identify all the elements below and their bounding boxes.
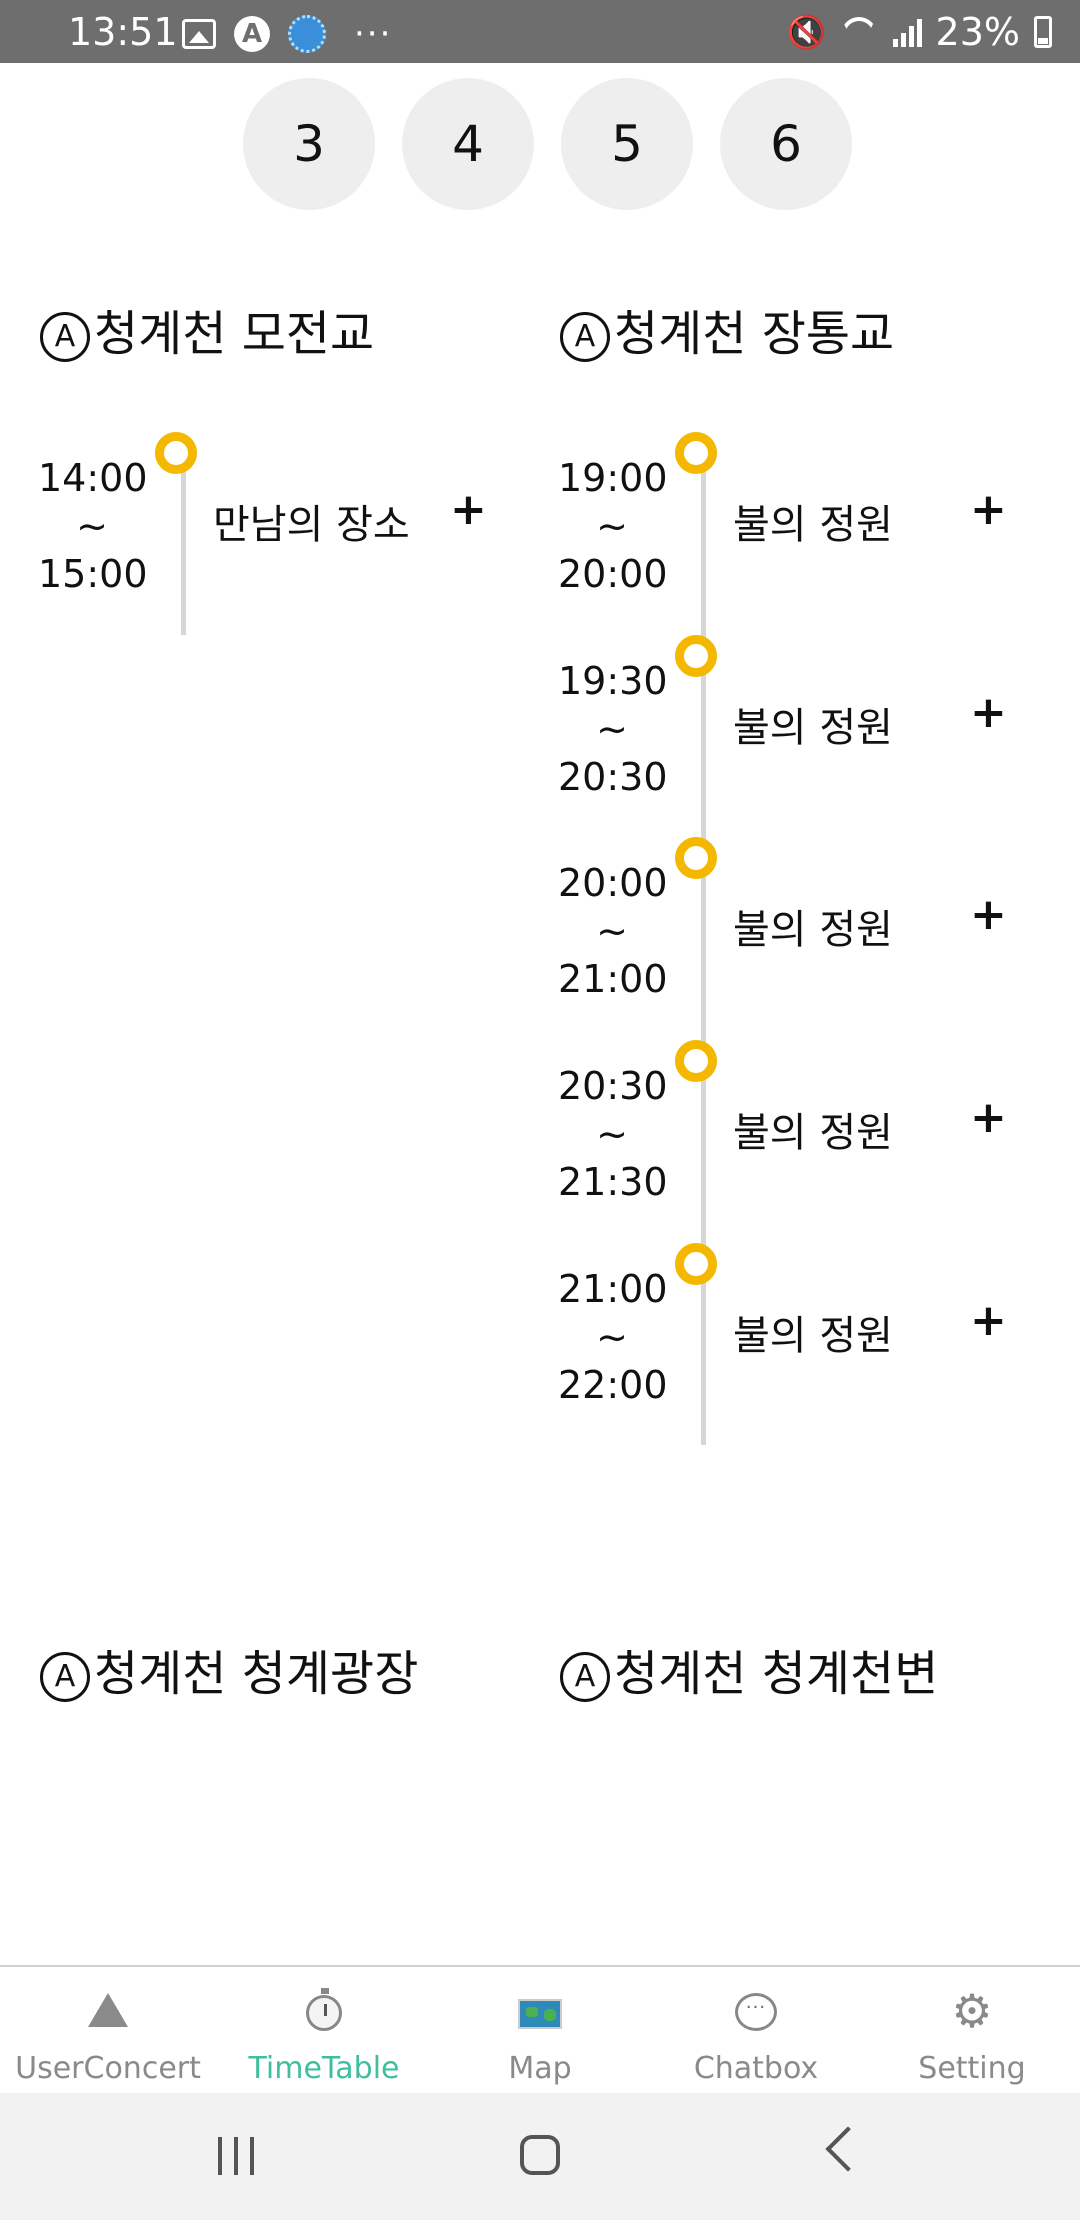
timeline-entry: 20:30 ~21:30 불의 정원 + bbox=[558, 1040, 1028, 1243]
circle-a-icon: A bbox=[40, 312, 90, 362]
add-event-button[interactable]: + bbox=[970, 687, 1007, 738]
nav-label: Setting bbox=[918, 2051, 1026, 2086]
timeline-dot-icon bbox=[155, 432, 197, 474]
circle-a-icon: A bbox=[40, 1652, 90, 1702]
stage-name: 청계천 청계광장 bbox=[94, 1646, 419, 1702]
event-time: 14:00 ~15:00 bbox=[38, 456, 148, 596]
signal-icon bbox=[892, 17, 922, 47]
add-event-button[interactable]: + bbox=[450, 484, 487, 535]
event-time: 20:30 ~21:30 bbox=[558, 1064, 668, 1204]
stage-title-cheonggye-plaza: A 청계천 청계광장 bbox=[40, 1634, 418, 1704]
mascot-icon bbox=[288, 15, 326, 53]
triangle-icon bbox=[86, 1989, 130, 2033]
event-title[interactable]: 불의 정원 bbox=[733, 1110, 893, 1156]
event-title[interactable]: 불의 정원 bbox=[733, 907, 893, 953]
stage-title-mojeongyo: A 청계천 모전교 bbox=[40, 294, 374, 364]
stage-name: 청계천 장통교 bbox=[614, 306, 895, 362]
timeline-dot-icon bbox=[675, 635, 717, 677]
stopwatch-icon bbox=[302, 1988, 346, 2033]
more-icon: ··· bbox=[354, 14, 393, 54]
event-time: 21:00 ~22:00 bbox=[558, 1267, 668, 1407]
stage-title-cheonggye-stream: A 청계천 청계천변 bbox=[560, 1634, 938, 1704]
add-event-button[interactable]: + bbox=[970, 1295, 1007, 1346]
timeline-entry: 14:00 ~15:00 만남의 장소 + bbox=[38, 432, 508, 635]
nav-label: Chatbox bbox=[693, 2051, 819, 2086]
system-navigation-bar bbox=[0, 2093, 1080, 2220]
battery-percent: 23% bbox=[935, 10, 1020, 54]
bottom-navigation: UserConcert TimeTable Map ··· Chatbox ⚙ … bbox=[0, 1965, 1080, 2095]
add-event-button[interactable]: + bbox=[970, 889, 1007, 940]
image-icon bbox=[182, 19, 216, 49]
event-title[interactable]: 만남의 장소 bbox=[213, 502, 410, 548]
nav-item-setting[interactable]: ⚙ Setting bbox=[864, 1967, 1080, 2095]
recent-apps-icon[interactable] bbox=[218, 2137, 254, 2175]
stage-title-jangtonggyo: A 청계천 장통교 bbox=[560, 294, 894, 364]
stage-name: 청계천 청계천변 bbox=[614, 1646, 939, 1702]
timeline-mojeongyo: 14:00 ~15:00 만남의 장소 + bbox=[38, 432, 508, 637]
timeline-entry: 20:00 ~21:00 불의 정원 + bbox=[558, 837, 1028, 1040]
event-title[interactable]: 불의 정원 bbox=[733, 1313, 893, 1359]
status-bar: 13:51 A ··· 🔇 23% bbox=[0, 0, 1080, 63]
chat-bubble-icon: ··· bbox=[734, 1989, 778, 2033]
battery-icon bbox=[1034, 16, 1052, 48]
nav-item-userconcert[interactable]: UserConcert bbox=[0, 1967, 216, 2095]
timeline-jangtonggyo: 19:00 ~20:00 불의 정원 + 19:30 ~20:30 불의 정원 + … bbox=[558, 432, 1038, 1447]
status-right-icons: 🔇 23% bbox=[787, 10, 1052, 54]
timeline-dot-icon bbox=[675, 837, 717, 879]
event-title[interactable]: 불의 정원 bbox=[733, 705, 893, 751]
day-chip-4[interactable]: 4 bbox=[402, 78, 534, 210]
a-circle-icon: A bbox=[234, 16, 270, 52]
event-time: 20:00 ~21:00 bbox=[558, 861, 668, 1001]
timeline-line bbox=[181, 452, 186, 635]
day-chip-5[interactable]: 5 bbox=[561, 78, 693, 210]
back-icon[interactable] bbox=[825, 2126, 871, 2172]
status-left-icons: A ··· bbox=[182, 14, 392, 54]
gear-icon: ⚙ bbox=[951, 1984, 993, 2038]
circle-a-icon: A bbox=[560, 1652, 610, 1702]
nav-item-timetable[interactable]: TimeTable bbox=[216, 1967, 432, 2095]
circle-a-icon: A bbox=[560, 312, 610, 362]
add-event-button[interactable]: + bbox=[970, 1092, 1007, 1143]
home-icon[interactable] bbox=[520, 2135, 560, 2175]
day-selector: 3 4 5 6 bbox=[243, 78, 852, 210]
timeline-dot-icon bbox=[675, 1243, 717, 1285]
status-time: 13:51 bbox=[68, 10, 178, 54]
event-time: 19:30 ~20:30 bbox=[558, 659, 668, 799]
nav-label: UserConcert bbox=[15, 2051, 201, 2086]
day-chip-3[interactable]: 3 bbox=[243, 78, 375, 210]
nav-item-map[interactable]: Map bbox=[432, 1967, 648, 2095]
timeline-dot-icon bbox=[675, 432, 717, 474]
nav-label: Map bbox=[508, 2051, 572, 2086]
day-chip-6[interactable]: 6 bbox=[720, 78, 852, 210]
nav-label: TimeTable bbox=[248, 2051, 400, 2086]
map-icon bbox=[518, 1989, 562, 2033]
mute-icon: 🔇 bbox=[786, 13, 827, 51]
timeline-entry: 19:30 ~20:30 불의 정원 + bbox=[558, 635, 1028, 838]
timeline-entry: 21:00 ~22:00 불의 정원 + bbox=[558, 1243, 1028, 1446]
timeline-dot-icon bbox=[675, 1040, 717, 1082]
add-event-button[interactable]: + bbox=[970, 484, 1007, 535]
nav-item-chatbox[interactable]: ··· Chatbox bbox=[648, 1967, 864, 2095]
event-time: 19:00 ~20:00 bbox=[558, 456, 668, 596]
wifi-icon bbox=[841, 17, 879, 47]
timeline-entry: 19:00 ~20:00 불의 정원 + bbox=[558, 432, 1028, 635]
stage-name: 청계천 모전교 bbox=[94, 306, 375, 362]
event-title[interactable]: 불의 정원 bbox=[733, 502, 893, 548]
timeline-line bbox=[701, 452, 706, 1445]
